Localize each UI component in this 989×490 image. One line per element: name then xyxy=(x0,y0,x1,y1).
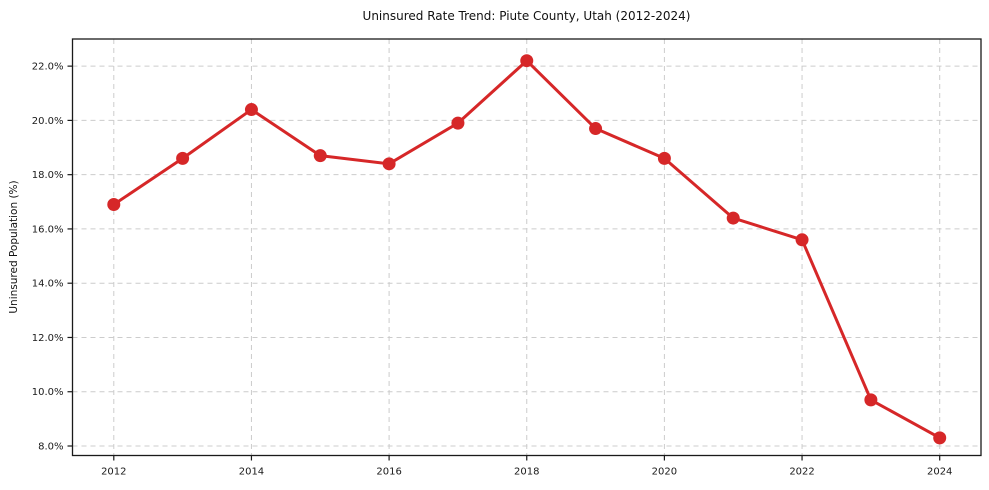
x-tick-label: 2024 xyxy=(927,467,952,478)
x-tick-label: 2018 xyxy=(514,467,539,478)
y-tick-label: 22.0% xyxy=(32,62,64,73)
y-tick-label: 14.0% xyxy=(32,279,64,290)
y-tick-label: 12.0% xyxy=(32,333,64,344)
data-point xyxy=(864,393,878,407)
data-point xyxy=(795,233,809,247)
data-point xyxy=(107,198,121,212)
y-tick-label: 8.0% xyxy=(38,442,63,453)
y-tick-label: 18.0% xyxy=(32,170,64,181)
data-point xyxy=(589,122,603,136)
x-tick-label: 2014 xyxy=(239,467,264,478)
data-point xyxy=(933,431,947,445)
x-tick-label: 2020 xyxy=(652,467,677,478)
x-tick-label: 2016 xyxy=(376,467,401,478)
data-point xyxy=(244,103,258,117)
y-tick-label: 10.0% xyxy=(32,387,64,398)
data-point xyxy=(657,151,671,165)
x-tick-label: 2022 xyxy=(789,467,814,478)
data-point xyxy=(313,149,327,163)
data-point xyxy=(176,151,190,165)
data-point xyxy=(520,54,534,68)
data-point xyxy=(382,157,396,171)
chart-title: Uninsured Rate Trend: Piute County, Utah… xyxy=(362,9,691,23)
data-point xyxy=(726,211,740,225)
y-tick-label: 20.0% xyxy=(32,116,64,127)
x-tick-label: 2012 xyxy=(101,467,126,478)
data-point xyxy=(451,116,465,130)
y-tick-label: 16.0% xyxy=(32,224,64,235)
